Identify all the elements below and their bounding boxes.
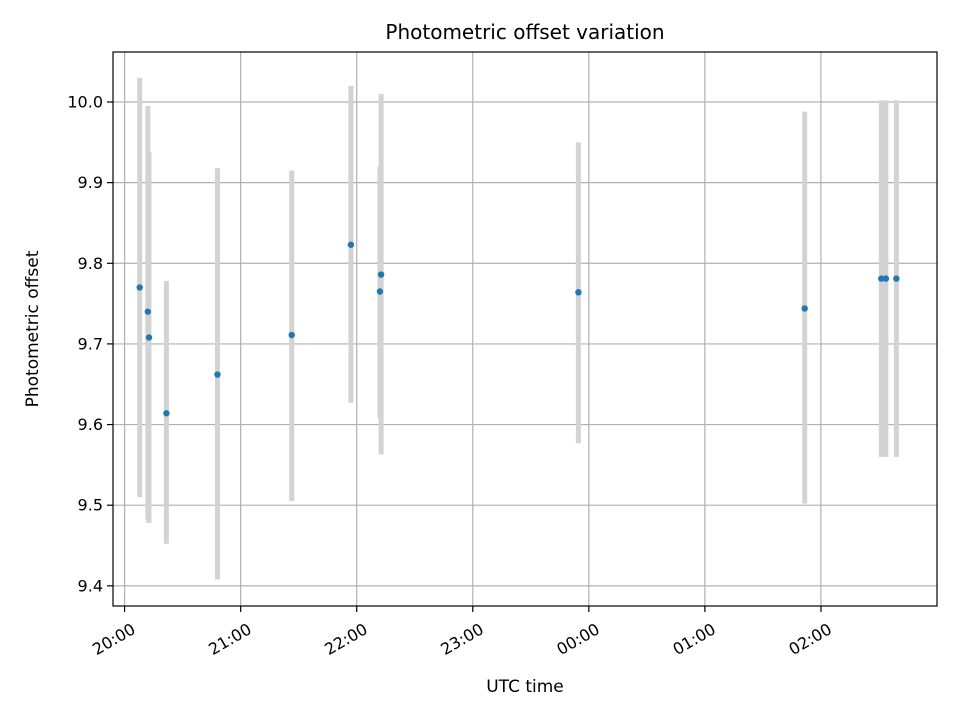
data-point: [144, 308, 152, 315]
data-point: [377, 271, 385, 278]
x-axis-ticks: 20:00 21:00 22:00 23:00 00:00 01:00 02:00: [89, 606, 835, 659]
grid-lines: [113, 52, 937, 606]
data-point: [347, 241, 355, 248]
x-tick-label: 21:00: [205, 619, 254, 659]
data-points: [136, 241, 900, 417]
x-tick-label: 23:00: [437, 619, 486, 659]
y-axis-label: Photometric offset: [23, 250, 43, 407]
data-point: [288, 331, 295, 339]
chart-title: Photometric offset variation: [385, 20, 664, 44]
data-point: [878, 275, 885, 282]
data-point: [214, 371, 221, 378]
y-tick-label: 9.8: [78, 254, 103, 273]
y-tick-label: 9.6: [78, 415, 103, 434]
y-tick-label: 10.0: [67, 92, 103, 111]
y-tick-label: 9.4: [78, 576, 103, 595]
data-point: [136, 284, 143, 291]
y-tick-label: 9.9: [78, 173, 103, 192]
y-tick-label: 9.5: [78, 496, 103, 515]
data-point: [801, 305, 808, 312]
x-tick-label: 00:00: [553, 619, 602, 659]
x-tick-label: 01:00: [669, 619, 718, 659]
error-bars: [137, 77, 899, 580]
y-tick-label: 9.7: [78, 334, 103, 353]
x-tick-label: 02:00: [786, 619, 835, 659]
data-point: [145, 334, 153, 341]
y-axis-ticks: 9.4 9.5 9.6 9.7 9.8 9.9 10.0: [67, 92, 113, 595]
x-axis-label: UTC time: [486, 677, 564, 697]
data-point: [376, 288, 384, 295]
data-point: [163, 410, 170, 417]
x-tick-label: 22:00: [321, 619, 370, 659]
data-point: [893, 275, 900, 282]
plot-area-frame: [112, 51, 938, 607]
data-point: [575, 289, 582, 296]
data-point: [882, 275, 890, 282]
x-tick-label: 20:00: [89, 619, 138, 659]
